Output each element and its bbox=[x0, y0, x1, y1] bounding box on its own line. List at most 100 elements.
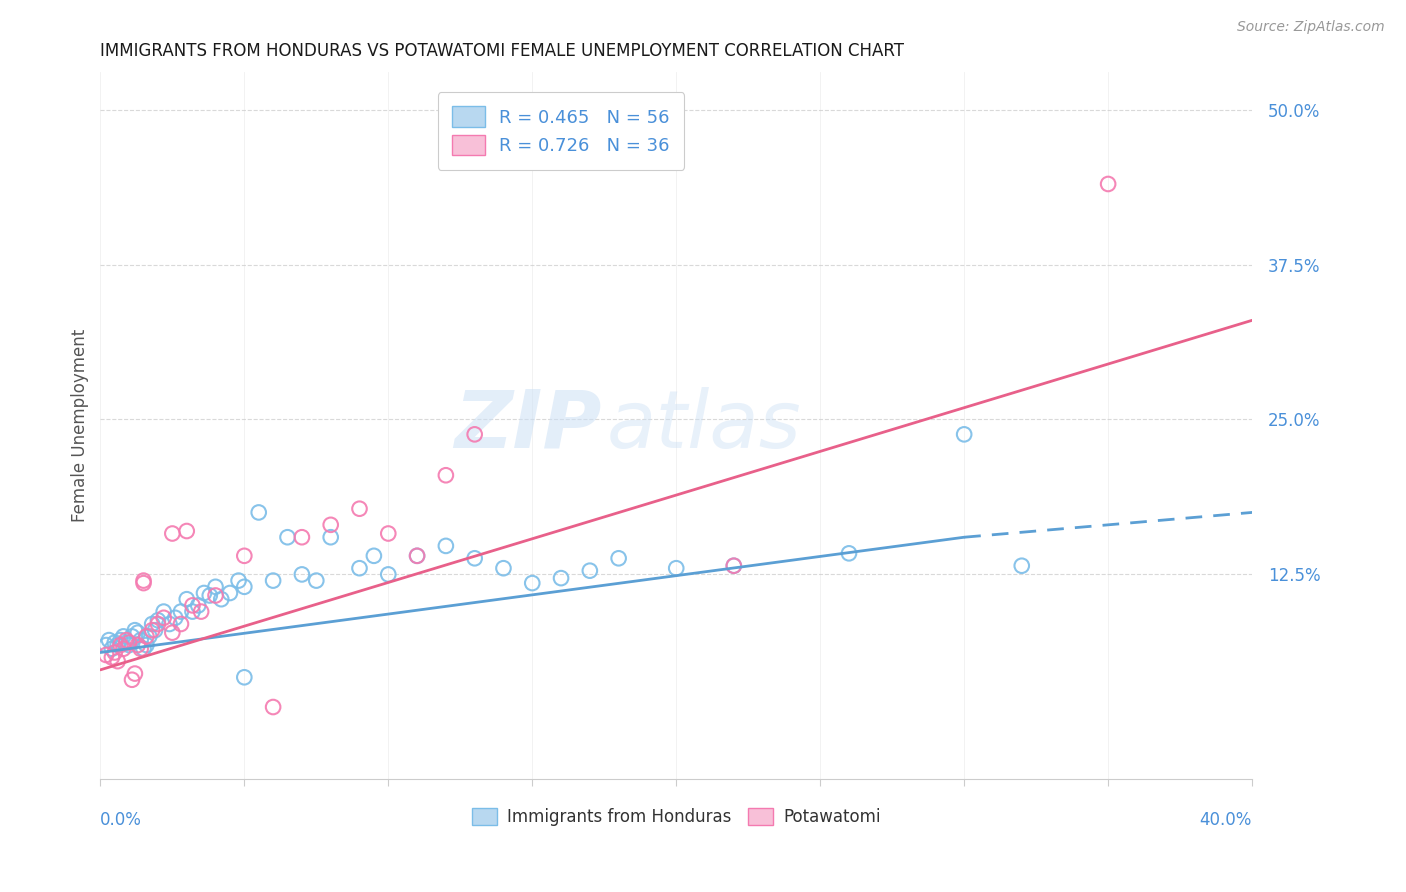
Point bbox=[607, 551, 630, 566]
Point bbox=[187, 599, 209, 613]
Point bbox=[129, 641, 152, 656]
Point bbox=[152, 605, 174, 619]
Point bbox=[107, 638, 129, 652]
Point bbox=[1011, 558, 1033, 573]
Point bbox=[276, 530, 298, 544]
Point bbox=[377, 567, 399, 582]
Point bbox=[141, 617, 163, 632]
Point bbox=[138, 629, 160, 643]
Point bbox=[349, 561, 371, 575]
Point bbox=[406, 549, 429, 563]
Point bbox=[124, 666, 146, 681]
Point bbox=[305, 574, 328, 588]
Point bbox=[723, 558, 745, 573]
Point bbox=[94, 638, 117, 652]
Point bbox=[464, 427, 486, 442]
Point bbox=[132, 574, 155, 588]
Point bbox=[953, 427, 976, 442]
Point bbox=[233, 670, 256, 684]
Point bbox=[127, 638, 149, 652]
Text: ZIP: ZIP bbox=[454, 386, 602, 465]
Text: 40.0%: 40.0% bbox=[1199, 811, 1253, 829]
Point bbox=[94, 648, 117, 662]
Point bbox=[219, 586, 242, 600]
Point bbox=[101, 650, 124, 665]
Point bbox=[262, 700, 284, 714]
Point bbox=[291, 567, 314, 582]
Point bbox=[198, 589, 221, 603]
Point bbox=[665, 561, 688, 575]
Point bbox=[319, 530, 342, 544]
Point bbox=[247, 505, 270, 519]
Point bbox=[170, 605, 193, 619]
Point bbox=[406, 549, 429, 563]
Point bbox=[162, 526, 184, 541]
Point bbox=[209, 592, 232, 607]
Text: Source: ZipAtlas.com: Source: ZipAtlas.com bbox=[1237, 20, 1385, 34]
Point bbox=[121, 629, 143, 643]
Point bbox=[176, 592, 198, 607]
Point bbox=[838, 546, 860, 560]
Point bbox=[377, 526, 399, 541]
Point bbox=[129, 633, 152, 648]
Point bbox=[135, 638, 157, 652]
Point bbox=[118, 638, 141, 652]
Point bbox=[319, 517, 342, 532]
Point bbox=[121, 673, 143, 687]
Point bbox=[115, 635, 138, 649]
Point bbox=[146, 613, 169, 627]
Point bbox=[204, 589, 226, 603]
Point bbox=[107, 654, 129, 668]
Text: 0.0%: 0.0% bbox=[100, 811, 142, 829]
Point bbox=[492, 561, 515, 575]
Point bbox=[135, 629, 157, 643]
Point bbox=[204, 580, 226, 594]
Point bbox=[176, 524, 198, 538]
Point bbox=[104, 635, 127, 649]
Text: IMMIGRANTS FROM HONDURAS VS POTAWATOMI FEMALE UNEMPLOYMENT CORRELATION CHART: IMMIGRANTS FROM HONDURAS VS POTAWATOMI F… bbox=[100, 42, 904, 60]
Text: atlas: atlas bbox=[607, 386, 801, 465]
Point bbox=[146, 617, 169, 632]
Point bbox=[193, 586, 215, 600]
Point bbox=[115, 633, 138, 648]
Point bbox=[132, 576, 155, 591]
Point bbox=[233, 580, 256, 594]
Point bbox=[291, 530, 314, 544]
Point bbox=[143, 623, 166, 637]
Point bbox=[262, 574, 284, 588]
Point bbox=[723, 558, 745, 573]
Point bbox=[550, 571, 572, 585]
Point bbox=[132, 641, 155, 656]
Point bbox=[434, 539, 457, 553]
Point bbox=[141, 623, 163, 637]
Point bbox=[363, 549, 385, 563]
Point bbox=[579, 564, 602, 578]
Point bbox=[98, 633, 121, 648]
Point bbox=[112, 629, 135, 643]
Point bbox=[233, 549, 256, 563]
Point bbox=[165, 611, 187, 625]
Point bbox=[181, 605, 204, 619]
Point bbox=[1097, 177, 1119, 191]
Point bbox=[159, 617, 181, 632]
Y-axis label: Female Unemployment: Female Unemployment bbox=[72, 329, 89, 523]
Point bbox=[110, 638, 132, 652]
Point bbox=[101, 641, 124, 656]
Point bbox=[349, 501, 371, 516]
Point bbox=[110, 633, 132, 648]
Point bbox=[190, 605, 212, 619]
Point bbox=[112, 641, 135, 656]
Point bbox=[118, 635, 141, 649]
Point bbox=[162, 625, 184, 640]
Point bbox=[434, 468, 457, 483]
Point bbox=[464, 551, 486, 566]
Point bbox=[181, 599, 204, 613]
Point bbox=[152, 611, 174, 625]
Point bbox=[170, 617, 193, 632]
Point bbox=[104, 645, 127, 659]
Point bbox=[522, 576, 544, 591]
Point bbox=[124, 623, 146, 637]
Point bbox=[228, 574, 250, 588]
Point bbox=[127, 625, 149, 640]
Legend: Immigrants from Honduras, Potawatomi: Immigrants from Honduras, Potawatomi bbox=[464, 799, 889, 834]
